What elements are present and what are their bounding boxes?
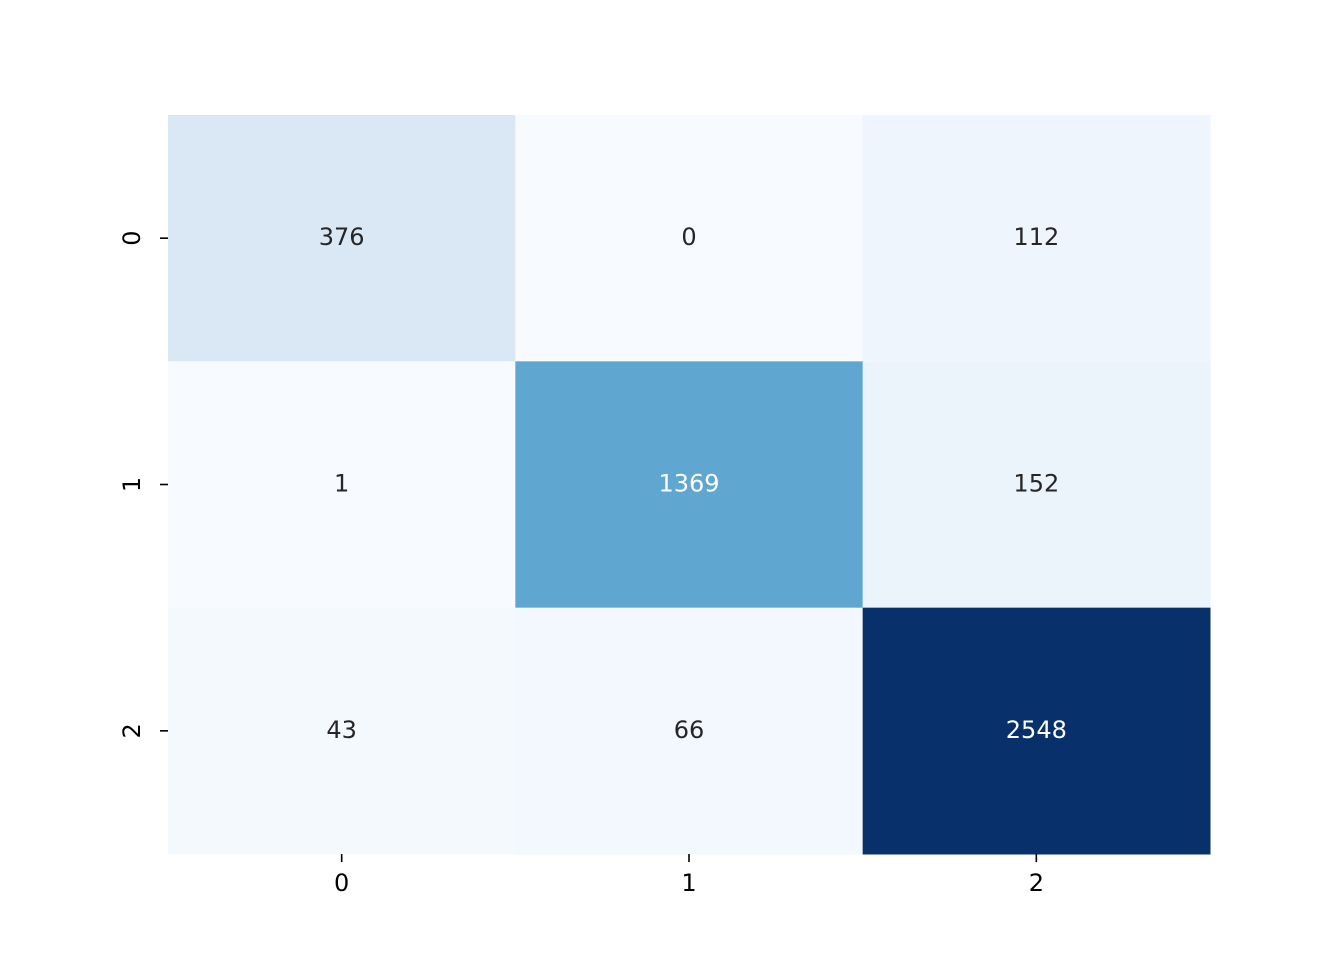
heatmap-cell bbox=[168, 607, 516, 855]
heatmap-cell bbox=[168, 115, 516, 362]
heatmap-cell bbox=[862, 361, 1211, 609]
cell-label: 152 bbox=[1013, 470, 1059, 498]
y-tick-label: 2 bbox=[118, 723, 146, 738]
heatmap-cell bbox=[862, 115, 1211, 362]
cell-label: 112 bbox=[1013, 223, 1059, 251]
x-tick-label: 1 bbox=[681, 869, 696, 897]
cell-label: 376 bbox=[319, 223, 365, 251]
x-tick-label: 0 bbox=[334, 869, 349, 897]
cell-label: 1369 bbox=[658, 470, 719, 498]
x-tick-label: 2 bbox=[1029, 869, 1044, 897]
heatmap-cell bbox=[515, 607, 864, 855]
y-tick-label: 0 bbox=[118, 231, 146, 246]
y-tick-label: 1 bbox=[118, 477, 146, 492]
cell-label: 0 bbox=[681, 223, 696, 251]
heatmap-cell bbox=[515, 115, 864, 362]
heatmap-cell bbox=[168, 361, 516, 609]
cell-label: 43 bbox=[326, 716, 357, 744]
cell-label: 1 bbox=[334, 470, 349, 498]
cell-label: 66 bbox=[674, 716, 705, 744]
heatmap-cell bbox=[515, 361, 864, 609]
heatmap-cell bbox=[862, 607, 1211, 855]
cell-label: 2548 bbox=[1006, 716, 1067, 744]
